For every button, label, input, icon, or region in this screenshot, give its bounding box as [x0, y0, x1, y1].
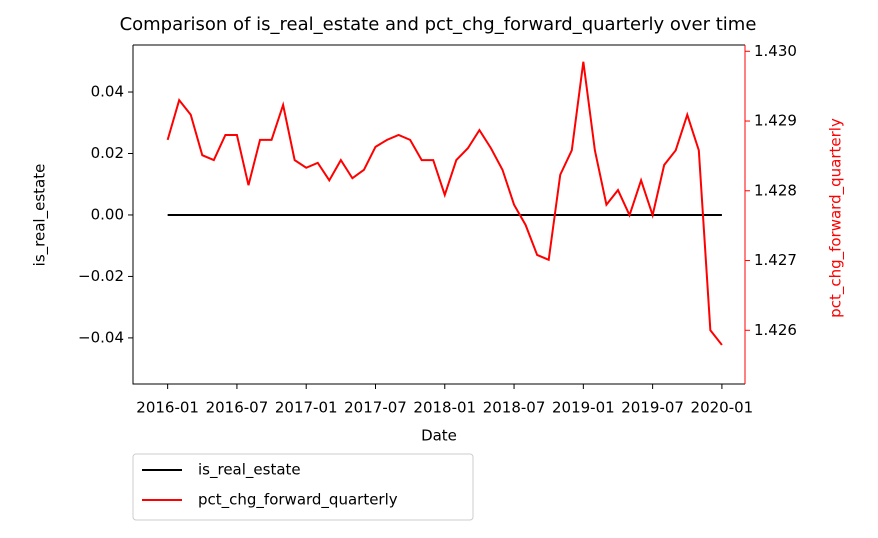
y-tick-label: −0.02 [78, 267, 124, 285]
chart-title: Comparison of is_real_estate and pct_chg… [120, 14, 757, 35]
x-tick-label: 2019-07 [621, 399, 684, 417]
y2-axis-label: pct_chg_forward_quarterly [827, 118, 846, 318]
legend-label: pct_chg_forward_quarterly [198, 491, 398, 510]
x-tick-label: 2017-01 [275, 399, 338, 417]
y-tick-label: 0.00 [91, 205, 124, 223]
axes-frame [132, 45, 745, 385]
legend-label: is_real_estate [198, 461, 301, 480]
y-tick-label: 0.02 [91, 144, 124, 162]
y2-tick-label: 1.429 [754, 112, 797, 130]
x-tick-label: 2018-01 [413, 399, 476, 417]
x-axis-label: Date [421, 427, 457, 445]
y2-tick-label: 1.426 [754, 321, 797, 339]
y2-tick-label: 1.428 [754, 181, 797, 199]
x-tick-label: 2016-07 [206, 399, 269, 417]
legend-box [132, 453, 474, 521]
y2-tick-label: 1.427 [754, 251, 797, 269]
x-tick-label: 2018-07 [483, 399, 546, 417]
y-axis-label: is_real_estate [31, 164, 50, 267]
x-tick-label: 2016-01 [136, 399, 199, 417]
y-tick-label: 0.04 [91, 83, 124, 101]
x-tick-label: 2020-01 [691, 399, 754, 417]
series-line [166, 61, 723, 346]
y2-tick-label: 1.430 [754, 42, 797, 60]
x-tick-label: 2019-01 [552, 399, 615, 417]
x-tick-label: 2017-07 [344, 399, 407, 417]
y-tick-label: −0.04 [78, 328, 124, 346]
